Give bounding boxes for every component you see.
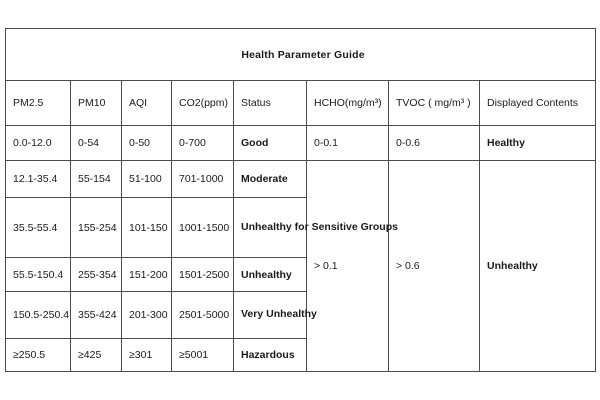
column-header-status: Status <box>233 80 307 126</box>
co2-cell: 1501-2500 <box>171 257 234 292</box>
tvoc-merged-cell: > 0.6 <box>388 160 480 372</box>
pm10-cell: ≥425 <box>70 338 122 372</box>
tvoc-cell: 0-0.6 <box>388 125 480 161</box>
status-cell-hazardous: Hazardous <box>233 338 307 372</box>
pm25-cell: 55.5-150.4 <box>5 257 71 292</box>
column-header-displayed-contents: Displayed Contents <box>478 80 597 126</box>
table-row-good: 0.0-12.0 0-54 0-50 0-700 Good 0-0.1 0-0.… <box>5 125 597 161</box>
page-title: Health Parameter Guide <box>4 28 597 81</box>
column-header-pm10: PM10 <box>70 80 122 126</box>
column-header-tvoc: TVOC ( mg/m³ ) <box>388 80 480 126</box>
pm25-cell: 150.5-250.4 <box>5 291 71 339</box>
table-row-moderate: 12.1-35.4 55-154 51-100 701-1000 Moderat… <box>5 160 597 372</box>
health-parameter-table: Health Parameter Guide PM2.5 PM10 AQI CO… <box>4 28 597 372</box>
table-row-unhealthy-sensitive: 35.5-55.4 155-254 101-150 1001-1500 Unhe… <box>5 197 596 258</box>
co2-cell: 0-700 <box>171 125 234 161</box>
pm25-cell: 0.0-12.0 <box>5 125 71 161</box>
co2-cell: 701-1000 <box>171 160 234 198</box>
pm10-cell: 0-54 <box>70 125 122 161</box>
co2-cell: 1001-1500 <box>171 197 234 258</box>
pm10-cell: 255-354 <box>70 257 122 292</box>
co2-cell: 2501-5000 <box>171 291 234 339</box>
pm25-cell: 35.5-55.4 <box>5 197 71 258</box>
table-row-unhealthy: 55.5-150.4 255-354 151-200 1501-2500 Unh… <box>5 257 596 292</box>
status-cell-unhealthy: Unhealthy <box>233 257 307 292</box>
aqi-cell: 101-150 <box>121 197 172 258</box>
column-header-aqi: AQI <box>121 80 172 126</box>
aqi-cell: 201-300 <box>121 291 172 339</box>
pm10-cell: 355-424 <box>70 291 122 339</box>
hcho-cell: 0-0.1 <box>306 125 389 161</box>
column-header-hcho: HCHO(mg/m³) <box>306 80 389 126</box>
table-row-very-unhealthy: 150.5-250.4 355-424 201-300 2501-5000 Ve… <box>5 291 596 339</box>
aqi-cell: 51-100 <box>121 160 172 198</box>
pm10-cell: 155-254 <box>70 197 122 258</box>
header-row: PM2.5 PM10 AQI CO2(ppm) Status HCHO(mg/m… <box>5 80 597 126</box>
status-cell-good: Good <box>233 125 307 161</box>
aqi-cell: ≥301 <box>121 338 172 372</box>
aqi-cell: 151-200 <box>121 257 172 292</box>
column-header-co2: CO2(ppm) <box>171 80 234 126</box>
displayed-cell-healthy: Healthy <box>478 125 597 161</box>
title-row: Health Parameter Guide <box>4 28 597 81</box>
co2-cell: ≥5001 <box>171 338 234 372</box>
status-cell-unhealthy-sensitive: Unhealthy for Sensitive Groups <box>233 197 398 258</box>
status-cell-moderate: Moderate <box>233 160 307 198</box>
aqi-cell: 0-50 <box>121 125 172 161</box>
column-header-pm25: PM2.5 <box>5 80 71 126</box>
hcho-merged-cell: > 0.1 <box>306 160 389 372</box>
table-row-hazardous: ≥250.5 ≥425 ≥301 ≥5001 Hazardous <box>5 338 596 372</box>
pm25-cell: ≥250.5 <box>5 338 71 372</box>
displayed-cell-unhealthy: Unhealthy <box>478 160 597 372</box>
pm10-cell: 55-154 <box>70 160 122 198</box>
pm25-cell: 12.1-35.4 <box>5 160 71 198</box>
status-cell-very-unhealthy: Very Unhealthy <box>233 291 317 339</box>
